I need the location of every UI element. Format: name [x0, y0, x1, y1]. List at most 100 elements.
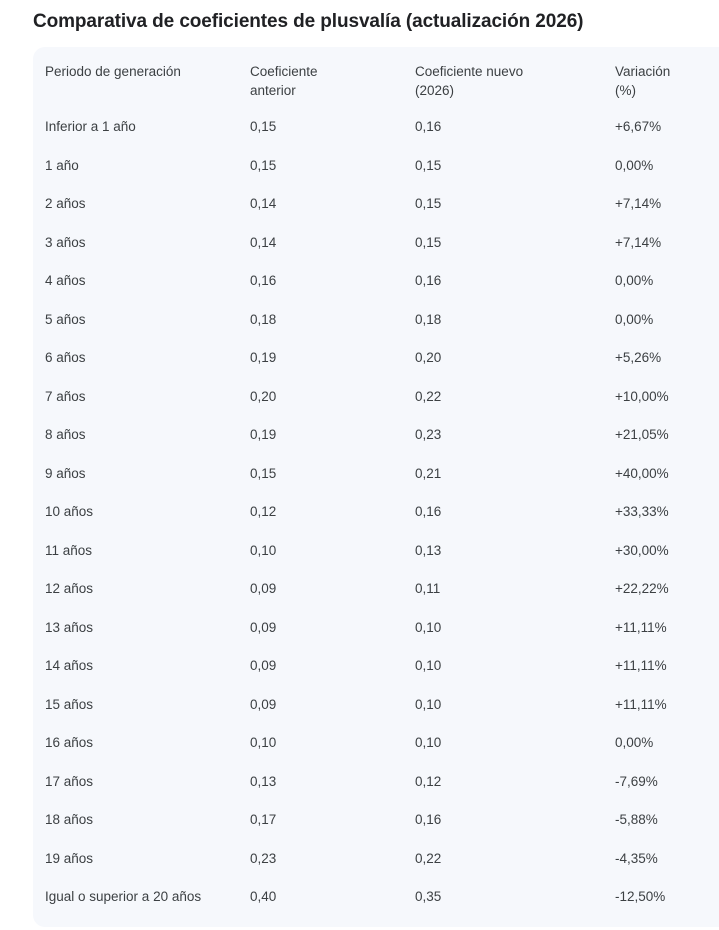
cell-variation-percent: +10,00%	[615, 388, 669, 404]
cell-coefficient-new-2026: 0,10	[415, 735, 442, 750]
table-row: 19 años 0,23 0,22 -4,35%	[45, 849, 711, 888]
cell-coefficient-previous: 0,15	[250, 465, 277, 481]
cell-variation-percent: +5,26%	[615, 350, 662, 365]
cell-coefficient-new-2026: 0,21	[415, 465, 442, 481]
cell-coefficient-new-2026: 0,15	[415, 234, 442, 250]
column-header-variation-percent: Variación (%)	[615, 64, 671, 98]
cell-generation-period: 14 años	[45, 658, 94, 673]
cell-coefficient-previous: 0,15	[250, 119, 277, 134]
cell-coefficient-previous: 0,10	[250, 735, 277, 750]
cell-generation-period: 13 años	[45, 619, 94, 635]
cell-variation-percent: +11,11%	[615, 696, 667, 712]
cell-coefficient-previous: 0,14	[250, 196, 277, 211]
cell-variation-percent: +7,14%	[615, 234, 662, 250]
cell-variation-percent: +21,05%	[615, 427, 669, 442]
table-body: Inferior a 1 año 0,15 0,16 +6,67% 1 año …	[45, 117, 711, 926]
table-row: 13 años 0,09 0,10 +11,11%	[45, 618, 711, 657]
cell-variation-percent: +11,11%	[615, 619, 667, 635]
cell-generation-period: 16 años	[45, 735, 94, 750]
cell-coefficient-new-2026: 0,20	[415, 350, 442, 365]
table-row: 18 años 0,17 0,16 -5,88%	[45, 810, 711, 849]
cell-generation-period: 19 años	[45, 850, 94, 866]
cell-coefficient-previous: 0,19	[250, 427, 277, 442]
cell-generation-period: 8 años	[45, 427, 86, 442]
cell-coefficient-new-2026: 0,10	[415, 619, 442, 635]
cell-variation-percent: +7,14%	[615, 196, 662, 211]
cell-coefficient-new-2026: 0,16	[415, 812, 442, 827]
cell-coefficient-new-2026: 0,18	[415, 311, 442, 327]
table-row: Inferior a 1 año 0,15 0,16 +6,67%	[45, 117, 711, 156]
cell-coefficient-previous: 0,09	[250, 581, 277, 596]
cell-generation-period: Inferior a 1 año	[45, 119, 136, 134]
cell-variation-percent: -4,35%	[615, 850, 658, 866]
cell-variation-percent: +6,67%	[615, 119, 662, 134]
cell-coefficient-new-2026: 0,23	[415, 427, 442, 442]
cell-coefficient-new-2026: 0,22	[415, 850, 442, 866]
cell-coefficient-previous: 0,14	[250, 234, 277, 250]
cell-generation-period: 10 años	[45, 504, 94, 519]
cell-generation-period: 6 años	[45, 350, 86, 365]
cell-coefficient-previous: 0,13	[250, 773, 277, 789]
cell-variation-percent: 0,00%	[615, 157, 654, 173]
cell-generation-period: 17 años	[45, 773, 94, 789]
table-row: 4 años 0,16 0,16 0,00%	[45, 271, 711, 310]
table-row: 9 años 0,15 0,21 +40,00%	[45, 464, 711, 503]
cell-coefficient-previous: 0,09	[250, 619, 277, 635]
column-header-generation-period: Periodo de generación	[45, 64, 181, 79]
cell-coefficient-new-2026: 0,22	[415, 388, 442, 404]
table-row: 17 años 0,13 0,12 -7,69%	[45, 772, 711, 811]
table-row: 10 años 0,12 0,16 +33,33%	[45, 502, 711, 541]
table-row: 2 años 0,14 0,15 +7,14%	[45, 194, 711, 233]
cell-generation-period: Igual o superior a 20 años	[45, 889, 202, 904]
cell-generation-period: 9 años	[45, 465, 86, 481]
cell-variation-percent: +11,11%	[615, 658, 667, 673]
cell-variation-percent: -5,88%	[615, 812, 658, 827]
cell-variation-percent: 0,00%	[615, 273, 654, 288]
table-header-row: Periodo de generación Coeficiente anteri…	[45, 62, 711, 117]
cell-coefficient-new-2026: 0,10	[415, 696, 442, 712]
table-row: 16 años 0,10 0,10 0,00%	[45, 733, 711, 772]
table-row: 3 años 0,14 0,15 +7,14%	[45, 233, 711, 272]
cell-coefficient-new-2026: 0,16	[415, 273, 442, 288]
table-row: 12 años 0,09 0,11 +22,22%	[45, 579, 711, 618]
cell-generation-period: 4 años	[45, 273, 86, 288]
cell-generation-period: 12 años	[45, 581, 94, 596]
cell-coefficient-new-2026: 0,10	[415, 658, 442, 673]
cell-coefficient-new-2026: 0,15	[415, 157, 442, 173]
cell-variation-percent: +22,22%	[615, 581, 669, 596]
table-row: 15 años 0,09 0,10 +11,11%	[45, 695, 711, 734]
cell-generation-period: 5 años	[45, 311, 86, 327]
cell-variation-percent: 0,00%	[615, 735, 654, 750]
column-header-coefficient-previous: Coeficiente anterior	[250, 64, 318, 98]
cell-coefficient-previous: 0,18	[250, 311, 277, 327]
cell-coefficient-previous: 0,12	[250, 504, 277, 519]
column-header-coefficient-new-2026: Coeficiente nuevo (2026)	[415, 64, 524, 98]
cell-generation-period: 2 años	[45, 196, 86, 211]
cell-coefficient-previous: 0,09	[250, 696, 277, 712]
coefficient-comparison-table: Periodo de generación Coeficiente anteri…	[33, 47, 719, 927]
cell-coefficient-previous: 0,17	[250, 812, 277, 827]
cell-coefficient-new-2026: 0,11	[415, 581, 441, 596]
cell-variation-percent: +40,00%	[615, 465, 669, 481]
cell-coefficient-previous: 0,40	[250, 889, 277, 904]
table-row: 14 años 0,09 0,10 +11,11%	[45, 656, 711, 695]
cell-coefficient-previous: 0,15	[250, 157, 277, 173]
cell-generation-period: 1 año	[45, 157, 79, 173]
cell-coefficient-new-2026: 0,15	[415, 196, 442, 211]
cell-generation-period: 3 años	[45, 234, 86, 250]
cell-coefficient-previous: 0,19	[250, 350, 277, 365]
cell-variation-percent: +33,33%	[615, 504, 669, 519]
cell-variation-percent: -7,69%	[615, 773, 658, 789]
cell-coefficient-previous: 0,10	[250, 542, 277, 558]
table-row: 8 años 0,19 0,23 +21,05%	[45, 425, 711, 464]
cell-coefficient-previous: 0,09	[250, 658, 277, 673]
cell-coefficient-new-2026: 0,13	[415, 542, 442, 558]
table-row: 6 años 0,19 0,20 +5,26%	[45, 348, 711, 387]
cell-generation-period: 7 años	[45, 388, 86, 404]
cell-variation-percent: 0,00%	[615, 311, 654, 327]
table-row: 1 año 0,15 0,15 0,00%	[45, 156, 711, 195]
cell-coefficient-previous: 0,23	[250, 850, 277, 866]
page-title: Comparativa de coeficientes de plusvalía…	[33, 11, 584, 32]
table-row: Igual o superior a 20 años 0,40 0,35 -12…	[45, 887, 711, 926]
table-row: 7 años 0,20 0,22 +10,00%	[45, 387, 711, 426]
